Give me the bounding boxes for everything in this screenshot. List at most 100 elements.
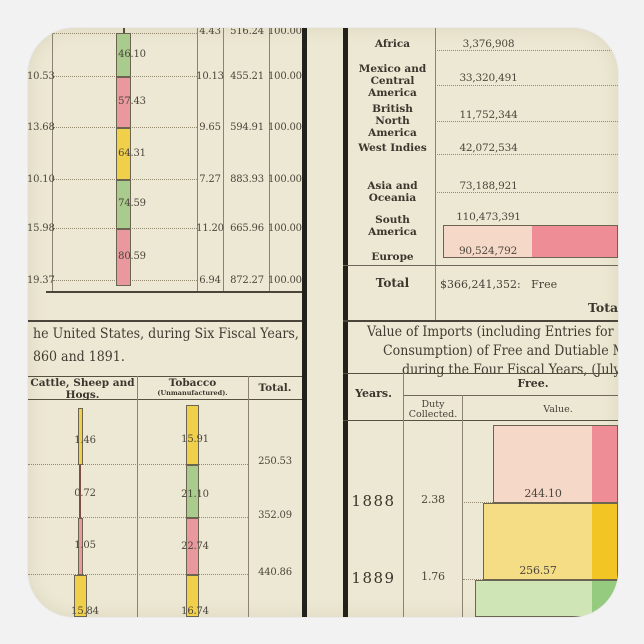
duty-header: Duty Collected.	[408, 399, 458, 420]
region-label: British North America	[368, 103, 417, 139]
block-next-light-green	[475, 580, 593, 617]
years-duty-rule	[403, 373, 404, 617]
table-cell: 100.00	[268, 174, 302, 185]
row-leader	[28, 574, 248, 575]
free-header: Free.	[517, 377, 549, 390]
table-cell: 872.27	[230, 275, 264, 286]
table-cell: 10.13	[196, 71, 224, 82]
region-value: 90,524,792	[458, 245, 518, 257]
total-right-text: Tota	[588, 300, 618, 315]
table-cell: 516.24	[230, 28, 264, 37]
row-leader	[28, 464, 248, 465]
table-cell: 594.91	[230, 122, 264, 133]
column-header-tobacco: Tobacco	[168, 377, 217, 389]
table-cell: 9.65	[199, 122, 221, 133]
region-label: Asia and Oceania	[367, 180, 418, 204]
stacked-bar-segment-pink	[116, 229, 131, 286]
bar-value: 46.10	[118, 49, 146, 60]
column-header-cattle: Cattle, Sheep and Hogs.	[30, 377, 135, 401]
left-caption-line1: he United States, during Six Fiscal Year…	[33, 326, 299, 342]
region-value: 42,072,534	[459, 142, 518, 154]
block-1888-light-pink	[493, 425, 593, 503]
value-header: Value.	[543, 404, 573, 415]
left-page-border	[302, 28, 307, 617]
table-cell: 883.93	[230, 174, 264, 185]
bottom-col1-rule	[137, 376, 138, 617]
table-cell: 100.00	[268, 275, 302, 286]
bar-value: 0.72	[74, 488, 96, 499]
left-top-table-bottom-rule	[46, 291, 302, 293]
total-label: Total	[375, 276, 410, 290]
region-label: South America	[368, 214, 417, 238]
left-col2-rule	[223, 28, 224, 292]
axis-label: 13.68	[28, 122, 55, 133]
bottom-table-top-rule	[28, 376, 302, 377]
europe-bar-dark	[532, 225, 618, 258]
table-cell: 665.96	[230, 223, 264, 234]
axis-label: 10.53	[28, 71, 55, 82]
column-subheader-tobacco: (Unmanufactured).	[157, 389, 228, 397]
bar-value: 22.74	[181, 541, 209, 552]
row-leader	[435, 85, 618, 86]
bar-value: 15.91	[181, 434, 209, 445]
total-value: 440.86	[258, 567, 292, 578]
right-section-rule	[343, 320, 618, 322]
cattle-bar-pink	[78, 518, 83, 575]
table-cell: 4.43	[199, 28, 221, 37]
duty-leader	[463, 579, 483, 580]
left-caption-line2: 860 and 1891.	[33, 349, 125, 365]
cattle-bar-thin	[79, 465, 81, 518]
table-cell: 7.27	[199, 174, 221, 185]
tobacco-bar-yellow	[186, 575, 199, 617]
region-column-rule	[435, 28, 436, 320]
table-cell: 455.21	[230, 71, 264, 82]
row-leader	[28, 517, 248, 518]
row-leader	[435, 121, 618, 122]
left-col1-rule	[197, 28, 198, 292]
region-value: 110,473,391	[456, 211, 521, 223]
cattle-bar-yellow	[78, 408, 83, 465]
stacked-bar-segment-green	[116, 180, 131, 229]
left-col3-rule	[269, 28, 270, 292]
table-cell: 100.00	[268, 71, 302, 82]
bar-value: 1.46	[74, 435, 96, 446]
bar-value: 57.43	[118, 96, 146, 107]
duty-value: 2.38	[421, 493, 445, 506]
bar-value: 74.59	[118, 198, 146, 209]
years-header: Years.	[355, 387, 392, 400]
right-table-header-rule	[343, 420, 618, 421]
axis-label: 15.98	[28, 223, 55, 234]
stacked-bar-segment-green	[116, 33, 131, 77]
right-page-border	[343, 28, 348, 617]
table-cell: 100.00	[268, 122, 302, 133]
stacked-bar-segment-pink	[116, 77, 131, 128]
tobacco-bar-yellow	[186, 405, 199, 465]
region-value: 11,752,344	[459, 109, 518, 121]
row-leader	[435, 154, 618, 155]
block-1888-dark-pink	[592, 425, 618, 503]
year-label: 1888	[351, 492, 396, 510]
axis-label: 19.37	[28, 275, 55, 286]
row-leader	[435, 50, 618, 51]
block-next-dark-green	[592, 580, 618, 617]
right-table-top-rule	[343, 373, 618, 374]
bar-value: 16.74	[181, 606, 209, 617]
free-underline	[403, 395, 618, 396]
duty-value-rule	[462, 395, 463, 617]
total-value: $366,241,352: Free	[440, 278, 558, 291]
bar-value: 64.31	[118, 148, 146, 159]
region-value: 73,188,921	[459, 180, 518, 192]
region-value: 33,320,491	[459, 72, 518, 84]
region-label: West Indies	[358, 142, 427, 154]
bar-value: 15.84	[71, 606, 99, 617]
column-header-total: Total.	[258, 382, 292, 394]
right-caption-line2: Consumption) of Free and Dutiable Me	[383, 343, 618, 359]
block-value: 256.57	[519, 564, 557, 577]
stacked-bar-segment-yellow	[116, 128, 131, 180]
block-value: 244.10	[524, 487, 562, 500]
total-value: 352.09	[258, 510, 292, 521]
bar-value: 21.10	[181, 489, 209, 500]
europe-bar-light	[443, 225, 533, 258]
duty-leader	[464, 502, 493, 503]
